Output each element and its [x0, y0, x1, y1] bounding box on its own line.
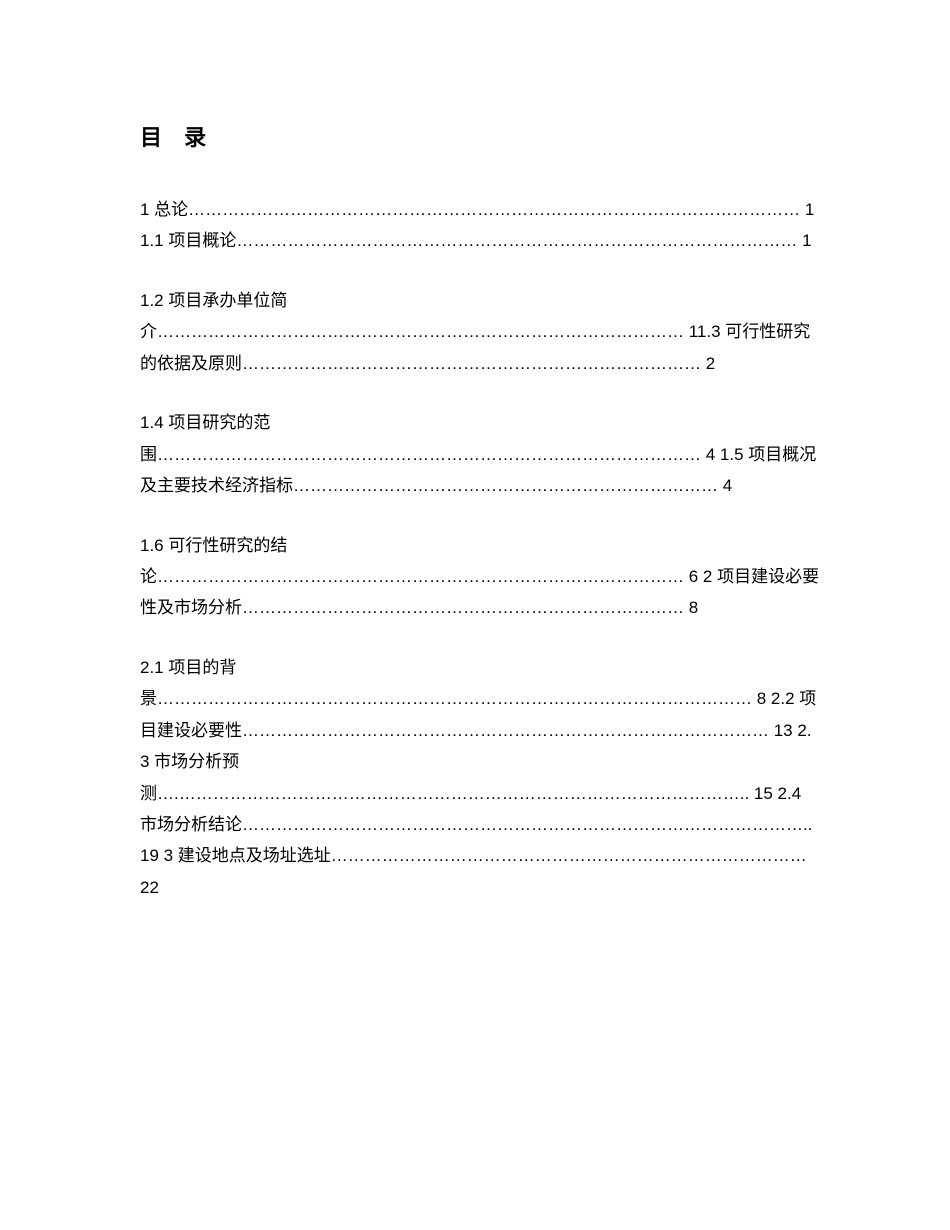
toc-title: 目 录: [140, 120, 820, 152]
toc-block-2: 1.2 项目承办单位简介……………………………………………………………………………: [140, 285, 820, 379]
toc-block-4: 1.6 可行性研究的结论……………………………………………………………………………: [140, 530, 820, 624]
toc-block-5: 2.1 项目的背景……………………………………………………………………………………: [140, 652, 820, 904]
toc-block-3: 1.4 项目研究的范围………………………………………………………………………………: [140, 407, 820, 501]
toc-block-1: 1 总论…………………………………………………………………………………………………: [140, 194, 820, 257]
